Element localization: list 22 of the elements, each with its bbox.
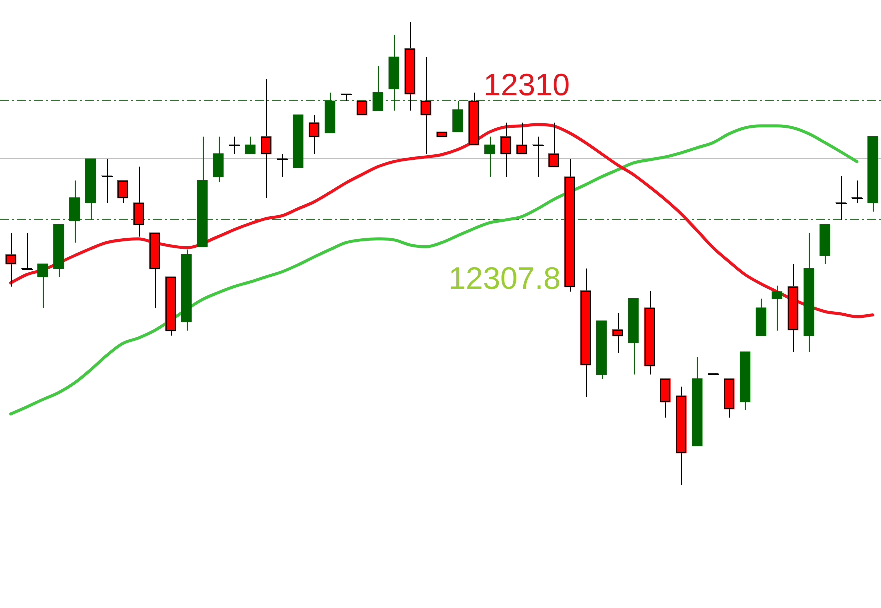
candlestick [6, 232, 16, 288]
candlestick [772, 285, 783, 332]
candlestick [261, 78, 272, 198]
candlestick [548, 122, 560, 168]
candlestick [117, 180, 128, 204]
candlestick [38, 264, 48, 309]
candlestick [308, 114, 320, 154]
candlestick [660, 378, 671, 418]
candlestick [372, 65, 384, 112]
candlestick [213, 136, 224, 183]
candlestick [356, 100, 368, 116]
candlestick [452, 100, 464, 133]
candlestick [70, 180, 80, 244]
candlestick [500, 122, 512, 178]
annotation: 12310 [484, 67, 570, 102]
annotation: 12307.8 [448, 260, 561, 296]
candlestick [245, 136, 256, 154]
candlestick [133, 166, 144, 238]
candlestick [516, 122, 528, 154]
candlestick [484, 136, 496, 178]
candlestick [420, 56, 432, 154]
candlestick [612, 312, 623, 354]
